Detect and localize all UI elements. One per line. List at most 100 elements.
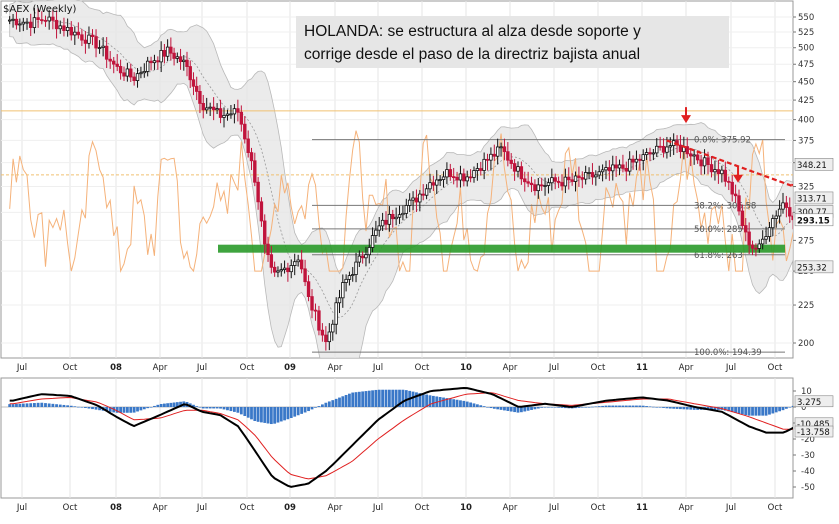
price-candle	[648, 147, 652, 162]
candle-body	[611, 164, 615, 172]
macd-x-tick-label: Oct	[63, 503, 78, 513]
candle-body	[129, 68, 133, 78]
price-x-tick-label: 08	[110, 363, 122, 373]
macd-histogram-bar	[84, 407, 87, 408]
macd-histogram-bar	[486, 407, 489, 408]
macd-histogram-bar	[560, 407, 564, 408]
price-candle	[468, 169, 473, 183]
candle-body	[529, 182, 534, 186]
price-candle	[747, 222, 751, 255]
macd-histogram-bar	[665, 407, 669, 409]
macd-histogram-bar	[744, 407, 748, 416]
price-candle	[205, 97, 209, 114]
price-candle	[69, 21, 73, 41]
macd-y-tick-label: -30	[801, 451, 815, 461]
price-candle	[587, 167, 591, 180]
price-candle	[455, 171, 459, 188]
price-candle	[125, 62, 130, 82]
price-candle	[97, 40, 102, 54]
price-x-tick-label: Apr	[153, 363, 168, 373]
macd-histogram-bar	[737, 407, 741, 414]
price-candle	[451, 167, 456, 185]
price-x-tick-label: Oct	[768, 363, 783, 373]
price-candle	[546, 178, 551, 194]
price-y-tick-label: 375	[798, 136, 814, 146]
price-value-label-box	[794, 213, 834, 227]
price-candle	[604, 160, 608, 180]
price-candle	[129, 63, 133, 82]
candle-body	[178, 56, 183, 63]
price-candle	[21, 17, 26, 32]
candle-body	[232, 108, 237, 115]
candle-body	[276, 270, 280, 273]
price-value-label-box	[794, 158, 834, 171]
price-candle	[414, 189, 419, 213]
price-candle	[256, 177, 260, 210]
support-zone-band	[218, 244, 785, 253]
price-candle	[215, 103, 219, 115]
price-candle	[54, 10, 59, 39]
price-candle	[479, 161, 483, 176]
macd-histogram-bar	[594, 406, 598, 408]
macd-histogram-bar	[499, 407, 503, 410]
macd-histogram-bar	[685, 407, 689, 410]
macd-histogram-bar	[597, 406, 601, 407]
candle-body	[354, 261, 358, 275]
price-y-tick-label: 525	[798, 28, 814, 38]
macd-histogram-bar	[122, 407, 126, 413]
macd-histogram-bar	[638, 405, 642, 407]
price-candle	[51, 9, 55, 30]
macd-histogram-bar	[327, 401, 331, 407]
candle-body	[539, 184, 544, 187]
candle-body	[516, 166, 520, 172]
price-candle	[36, 8, 40, 28]
macd-histogram-bar	[156, 404, 160, 407]
candle-body	[229, 113, 233, 116]
macd-histogram-bar	[387, 389, 391, 407]
candle-body	[310, 296, 314, 311]
candle-body	[448, 169, 452, 178]
macd-histogram-bar	[553, 407, 557, 408]
candle-body	[774, 215, 778, 219]
candle-body	[502, 146, 507, 153]
candle-body	[781, 202, 785, 210]
macd-x-tick-label: Apr	[679, 503, 694, 513]
price-candle	[272, 261, 277, 277]
candle-body	[185, 59, 189, 67]
macd-histogram-bar	[310, 407, 314, 410]
price-candle	[394, 207, 398, 226]
candle-body	[218, 108, 223, 118]
price-candle	[509, 153, 513, 169]
macd-histogram-bar	[25, 403, 29, 407]
candle-body	[344, 278, 348, 283]
macd-x-tick-label: Oct	[768, 503, 783, 513]
macd-histogram-bar	[169, 402, 173, 407]
macd-line	[9, 386, 793, 488]
price-candle	[550, 168, 554, 191]
price-candle	[198, 85, 202, 114]
price-candle	[733, 184, 738, 203]
price-candle	[118, 59, 123, 80]
candle-body	[162, 50, 167, 57]
macd-histogram-bar	[723, 407, 727, 411]
price-candle	[310, 289, 314, 319]
candle-body	[428, 182, 432, 190]
price-candle	[641, 149, 645, 171]
macd-histogram-bar	[338, 397, 341, 407]
candle-body	[737, 195, 741, 212]
price-candle	[740, 204, 745, 230]
price-x-tick-label: Oct	[591, 363, 606, 373]
macd-histogram-bar	[364, 391, 368, 407]
candle-body	[259, 201, 264, 222]
macd-value-label: -13.758	[797, 428, 830, 438]
macd-histogram-bar	[344, 394, 348, 407]
price-candle	[243, 116, 247, 144]
macd-histogram-bar	[341, 396, 345, 407]
candle-body	[331, 323, 335, 333]
arrow-marker-head	[733, 174, 744, 183]
price-candle	[699, 154, 703, 175]
candle-body	[320, 329, 325, 336]
candle-body	[132, 76, 136, 81]
macd-histogram-bar	[604, 405, 608, 407]
macd-histogram-bar	[205, 407, 209, 409]
